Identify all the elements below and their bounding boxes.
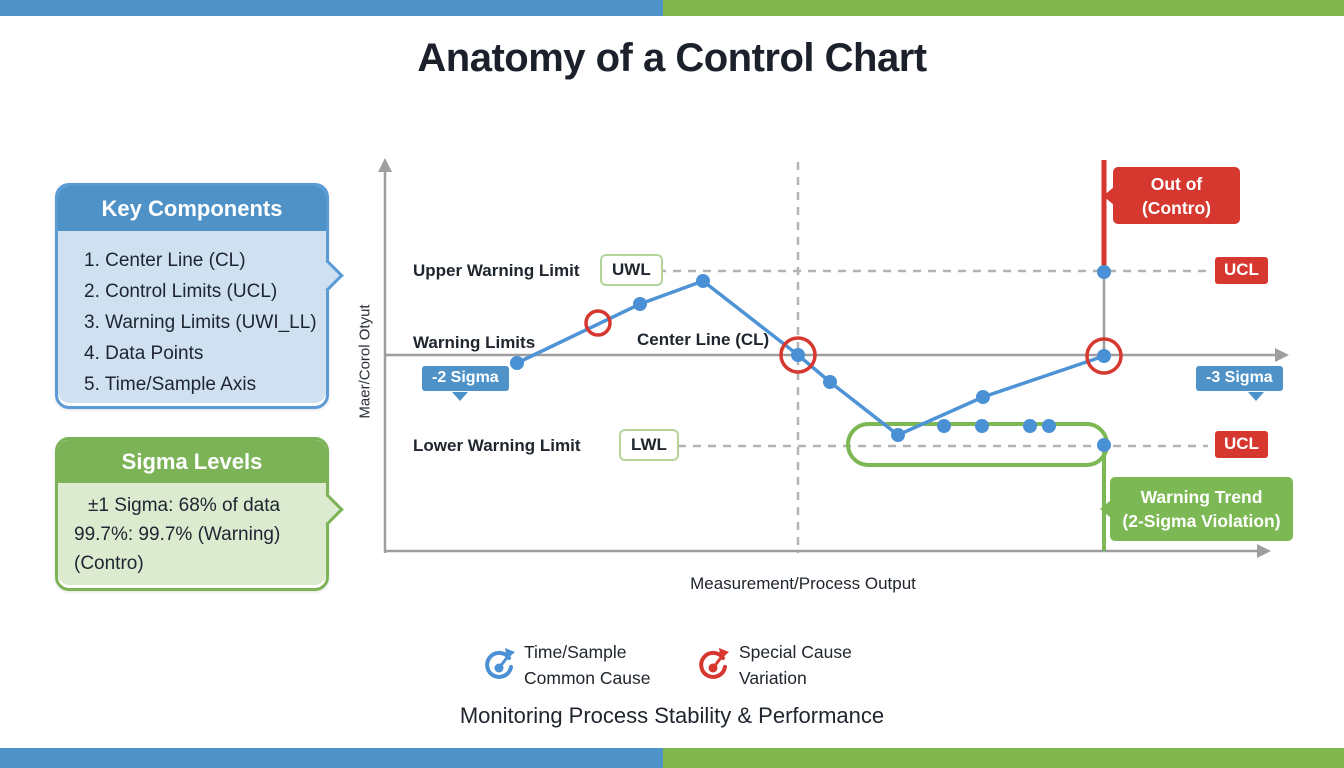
key-components-header: Key Components xyxy=(58,186,326,231)
list-item: 5. Time/Sample Axis xyxy=(84,374,257,395)
ucl-badge-lower: UCL xyxy=(1215,431,1268,458)
data-point xyxy=(976,390,990,404)
sigma-line: ±1 Sigma: 68% of data xyxy=(88,495,281,516)
minus-3-sigma-badge: -3 Sigma xyxy=(1196,366,1283,391)
upper-warning-limit-label: Upper Warning Limit xyxy=(413,261,580,280)
callout-line: (Contro) xyxy=(1141,197,1211,218)
callout-line: Out of xyxy=(1150,173,1203,194)
minus-2-sigma-badge: -2 Sigma xyxy=(422,366,509,391)
data-point xyxy=(1023,419,1037,433)
special-cause-highlight-circle xyxy=(779,336,817,374)
sigma-line: 99.7%: 99.7% (Warning) xyxy=(74,524,281,545)
process-data-line xyxy=(516,279,1105,437)
x-axis-arrowhead-icon xyxy=(1257,544,1271,558)
data-point xyxy=(510,356,524,370)
lwl-tag: LWL xyxy=(619,429,679,461)
legend-line: Special Cause xyxy=(739,642,852,662)
uwl-tag: UWL xyxy=(600,254,663,286)
target-dart-red-icon xyxy=(699,648,729,679)
legend-item-time-sample: Time/Sample Common Cause xyxy=(524,639,650,691)
special-cause-highlight-circle xyxy=(1085,337,1123,375)
key-components-panel: Key Components 1. Center Line (CL) 2. Co… xyxy=(55,183,344,409)
data-point xyxy=(823,375,837,389)
sigma-line: (Contro) xyxy=(74,553,144,574)
key-components-body: 1. Center Line (CL) 2. Control Limits (U… xyxy=(58,231,326,403)
data-point xyxy=(696,274,710,288)
bottom-bar-green xyxy=(663,748,1344,768)
callout-notch-icon xyxy=(1100,500,1111,518)
bottom-bar-blue xyxy=(0,748,663,768)
top-bar-blue xyxy=(0,0,663,16)
top-bar-green xyxy=(663,0,1344,16)
center-line-label: Center Line (CL) xyxy=(637,330,770,349)
data-point xyxy=(633,297,647,311)
badge-tail-icon xyxy=(1248,392,1264,401)
list-item: 4. Data Points xyxy=(84,343,204,364)
list-item: 3. Warning Limits (UWI_LL) xyxy=(84,312,317,333)
legend-item-special-cause: Special Cause Variation xyxy=(739,639,852,691)
sigma-levels-header: Sigma Levels xyxy=(58,440,326,483)
y-axis-label: Maer/Corol Otyut xyxy=(356,304,374,419)
callout-line: Warning Trend xyxy=(1140,487,1263,507)
data-point xyxy=(1097,265,1111,279)
data-point xyxy=(1097,438,1111,452)
data-point xyxy=(975,419,989,433)
data-point xyxy=(1097,349,1111,363)
legend-line: Time/Sample xyxy=(524,642,627,662)
ucl-badge-upper: UCL xyxy=(1215,257,1268,284)
legend-line: Variation xyxy=(739,668,807,688)
special-cause-highlight-circle xyxy=(584,309,612,337)
data-point xyxy=(891,428,905,442)
center-line-arrowhead-icon xyxy=(1275,348,1289,362)
list-item: 2. Control Limits (UCL) xyxy=(84,281,278,302)
callout-line: (2-Sigma Violation) xyxy=(1122,511,1281,531)
list-item: 1. Center Line (CL) xyxy=(84,250,246,271)
footer-caption: Monitoring Process Stability & Performan… xyxy=(459,703,885,728)
key-components-list: 1. Center Line (CL) 2. Control Limits (U… xyxy=(58,231,326,400)
legend-line: Common Cause xyxy=(524,668,651,688)
lower-warning-limit-label: Lower Warning Limit xyxy=(413,436,581,455)
out-of-control-callout: Out of (Contro) xyxy=(1103,167,1240,224)
sigma-levels-panel: Sigma Levels ±1 Sigma: 68% of data 99.7%… xyxy=(55,437,344,591)
data-point xyxy=(937,419,951,433)
data-point xyxy=(791,348,805,362)
badge-tail-icon xyxy=(452,392,468,401)
data-point xyxy=(1042,419,1056,433)
y-axis-arrowhead-icon xyxy=(378,158,392,172)
warning-trend-callout: Warning Trend (2-Sigma Violation) xyxy=(1100,477,1293,541)
callout-notch-icon xyxy=(1103,186,1114,205)
page-title: Anatomy of a Control Chart xyxy=(417,36,927,80)
sigma-levels-body: ±1 Sigma: 68% of data 99.7%: 99.7% (Warn… xyxy=(58,483,326,585)
target-dart-blue-icon xyxy=(485,648,515,679)
warning-limits-label: Warning Limits xyxy=(413,333,536,352)
x-axis-label: Measurement/Process Output xyxy=(690,574,916,593)
